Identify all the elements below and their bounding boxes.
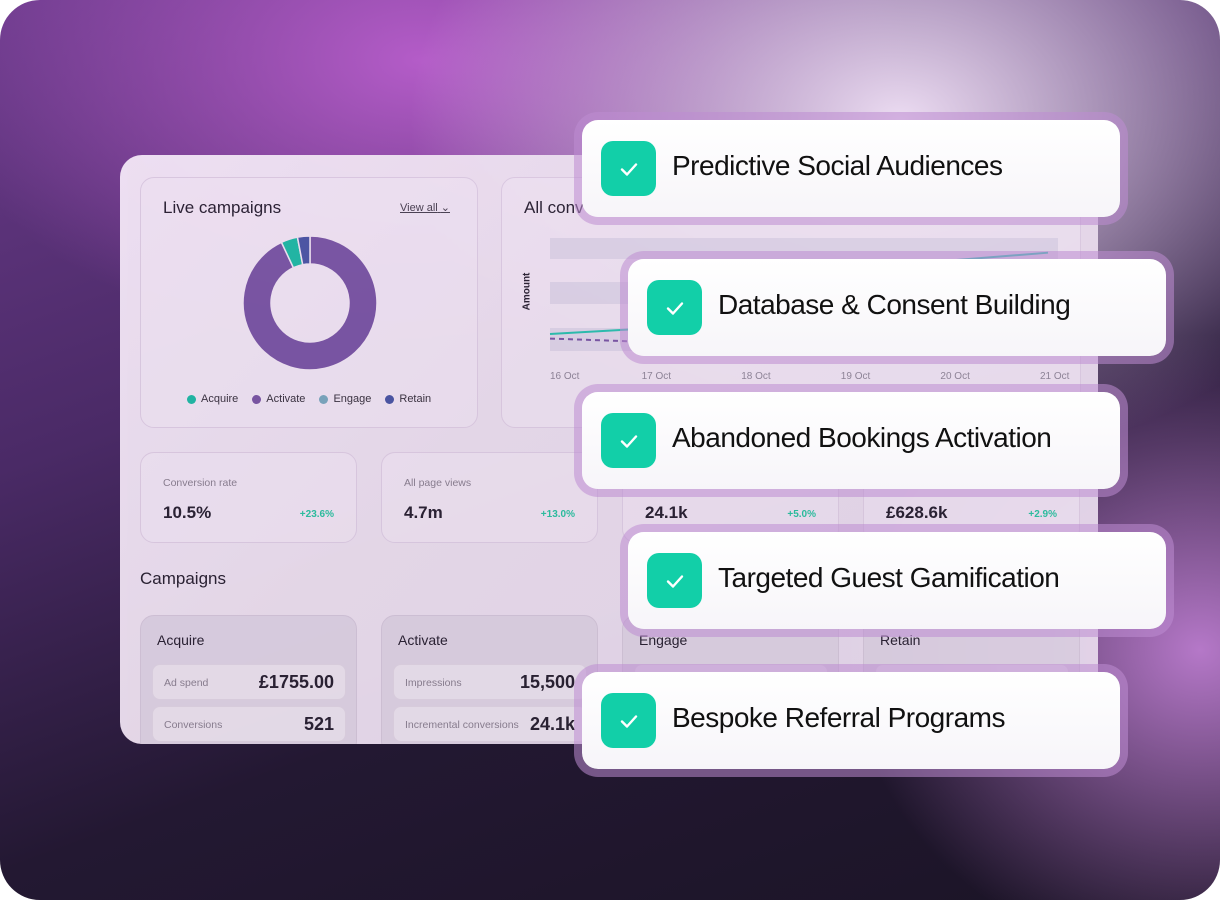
campaigns-heading: Campaigns [140,569,226,588]
metric-delta: +5.0% [787,509,816,520]
campaign-stat-row: Ad spend £1755.00 [152,664,346,700]
campaign-title: Engage [639,632,688,648]
feature-label: Abandoned Bookings Activation [672,422,1052,453]
metric-delta: +13.0% [540,509,575,520]
metric-delta: +2.9% [1028,509,1057,520]
y-axis-label: Amount [521,272,533,311]
stat-value: 521 [303,714,334,734]
legend-label: Activate [266,393,306,405]
x-tick-label: 20 Oct [940,371,970,382]
checkmark-icon [601,141,656,196]
view-all-link[interactable]: View all ⌄ [400,201,450,214]
view-all-label: View all [400,202,438,214]
feature-label: Bespoke Referral Programs [672,702,1005,733]
x-tick-label: 19 Oct [841,371,871,382]
legend-dot [252,394,262,404]
feature-label: Database & Consent Building [718,289,1071,320]
feature-label: Targeted Guest Gamification [718,562,1060,593]
stat-label: Impressions [405,677,462,689]
campaign-card-acquire[interactable]: Acquire Ad spend £1755.00 Conversions 521 [140,615,357,744]
checkmark-icon [647,280,702,335]
grid-band [550,238,1058,259]
chevron-down-icon: ⌄ [440,202,450,214]
live-campaigns-card: Live campaigns View all ⌄ Acquire Activa… [140,177,478,428]
donut-slice-activate[interactable] [242,235,378,371]
donut-chart [242,235,378,371]
feature-pill: Predictive Social Audiences [582,120,1120,217]
legend-label: Retain [399,393,432,405]
feature-pill: Abandoned Bookings Activation [582,392,1120,489]
stat-value: 15,500 [519,672,575,692]
stat-label: Incremental conversions [405,719,519,731]
feature-pill: Database & Consent Building [628,259,1166,356]
metric-value: 24.1k [645,503,688,522]
legend-label: Acquire [201,393,239,405]
legend-dot [187,394,196,404]
legend-activate[interactable]: Activate [252,393,305,405]
campaign-card-activate[interactable]: Activate Impressions 15,500 Incremental con… [381,615,598,744]
x-tick-label: 18 Oct [741,371,771,382]
stat-value: £1755.00 [258,672,334,692]
campaign-stat-row: Conversions 521 [152,706,346,742]
stat-label: Ad spend [164,677,209,689]
stat-value: 24.1k [529,714,575,734]
campaign-stat-row: Impressions 15,500 [393,664,587,700]
campaign-stat-row: Incremental conversions 24.1k [393,706,587,742]
metric-label: All page views [404,477,472,489]
metric-card: Conversion rate 10.5% +23.6% [140,452,357,543]
legend-dot [319,394,329,404]
feature-pill: Bespoke Referral Programs [582,672,1120,769]
checkmark-icon [647,553,702,608]
legend-label: Engage [333,393,372,405]
campaign-title: Acquire [157,632,205,648]
legend-dot [385,394,395,404]
x-tick-label: 17 Oct [642,371,672,382]
donut-legend: Acquire Activate Engage Retain [187,393,431,405]
metric-value: £628.6k [886,503,948,522]
metric-value: 10.5% [163,503,212,522]
metric-label: Conversion rate [163,477,238,489]
legend-retain[interactable]: Retain [385,393,431,405]
x-tick-label: 16 Oct [550,371,580,382]
conversions-title: All conv [524,198,584,217]
metric-delta: +23.6% [299,509,334,520]
live-campaigns-title: Live campaigns [163,198,282,217]
checkmark-icon [601,693,656,748]
campaign-title: Retain [880,632,921,648]
checkmark-icon [601,413,656,468]
x-tick-label: 21 Oct [1040,371,1070,382]
feature-pill: Targeted Guest Gamification [628,532,1166,629]
metric-card: All page views 4.7m +13.0% [381,452,598,543]
legend-acquire[interactable]: Acquire [187,393,238,405]
stat-label: Conversions [164,719,223,731]
legend-engage[interactable]: Engage [319,393,371,405]
feature-label: Predictive Social Audiences [672,150,1003,181]
campaign-title: Activate [398,632,448,648]
metric-value: 4.7m [404,503,443,522]
donut-slice-retain[interactable] [296,235,311,266]
